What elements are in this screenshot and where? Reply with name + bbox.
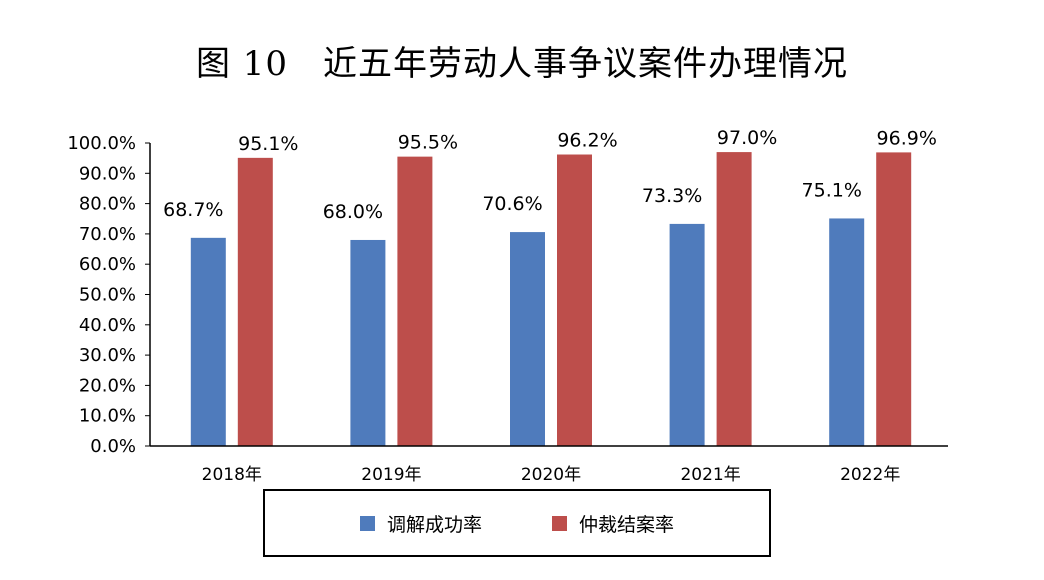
x-tick-label: 2021年 [680, 465, 740, 485]
bar-mediation [510, 232, 545, 446]
legend: 调解成功率 仲裁结案率 [263, 489, 771, 557]
y-tick-label: 20.0% [79, 375, 136, 396]
x-tick-label: 2018年 [202, 465, 262, 485]
data-label: 70.6% [482, 193, 542, 215]
data-label: 95.5% [398, 132, 458, 154]
y-tick-label: 10.0% [79, 406, 136, 427]
data-label: 96.9% [877, 127, 937, 149]
y-tick-label: 0.0% [90, 436, 136, 457]
x-tick-label: 2022年 [840, 465, 900, 485]
data-label: 96.2% [557, 130, 617, 152]
bars [190, 152, 912, 447]
chart-title: 图 10 近五年劳动人事争议案件办理情况 [195, 44, 849, 84]
legend-swatch-mediation [359, 515, 375, 531]
bar-mediation [350, 239, 386, 446]
data-labels: 68.7% 95.1% 68.0% 95.5% 70.6% 96.2% 73.3% 97.0%… [163, 127, 937, 223]
y-tick-label: 70.0% [79, 224, 136, 245]
data-label: 73.3% [642, 185, 702, 207]
legend-item-mediation: 调解成功率 [359, 510, 482, 537]
x-axis-labels: 2018年 2019年 2020年 2021年 2022年 [202, 465, 901, 485]
bar-arbitration [876, 152, 912, 446]
x-tick-label: 2020年 [521, 465, 581, 485]
bar-mediation [829, 218, 865, 446]
y-tick-label: 80.0% [79, 194, 136, 215]
y-tick-label: 50.0% [79, 285, 136, 306]
y-tick-label: 60.0% [79, 254, 136, 275]
bar-mediation [190, 237, 226, 446]
y-axis-ticks: 0.0% 10.0% 20.0% 30.0% 40.0% 50.0% 60.0% 70.0% 8… [67, 133, 150, 457]
data-label: 68.0% [323, 201, 383, 223]
legend-item-arbitration: 仲裁结案率 [552, 510, 674, 537]
data-label: 95.1% [238, 133, 298, 155]
bar-mediation [669, 223, 705, 446]
y-tick-label: 90.0% [79, 163, 136, 184]
y-tick-label: 100.0% [67, 133, 136, 154]
bar-arbitration [716, 152, 752, 446]
y-tick-label: 30.0% [79, 345, 136, 366]
data-label: 68.7% [163, 199, 223, 221]
legend-swatch-arbitration [552, 515, 567, 531]
x-tick-label: 2019年 [361, 465, 421, 485]
data-label: 75.1% [802, 179, 862, 201]
legend-label-arbitration: 仲裁结案率 [579, 513, 675, 536]
data-label: 97.0% [717, 127, 777, 149]
bar-arbitration [237, 157, 273, 447]
bar-arbitration [557, 154, 592, 447]
y-tick-label: 40.0% [79, 315, 136, 336]
legend-label-mediation: 调解成功率 [386, 513, 482, 536]
bar-arbitration [397, 156, 433, 446]
